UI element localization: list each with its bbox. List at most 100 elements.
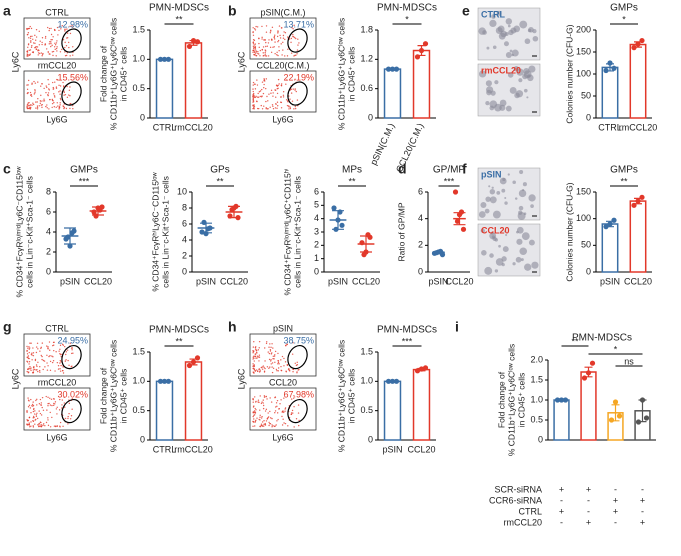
colony [509,49,513,53]
colony [478,70,487,78]
event-dot [276,405,278,408]
event-dot [48,88,50,90]
event-dot [258,354,261,356]
event-dot [263,420,265,422]
event-dot [290,413,292,416]
event-dot [273,358,275,360]
event-dot [272,367,275,370]
table-mark: + [559,484,564,494]
event-dot [254,43,257,45]
event-dot [59,370,62,372]
panel-letter: g [3,319,12,335]
event-dot [252,358,254,360]
bar [412,49,431,119]
event-dot [41,396,44,399]
event-dot [260,104,262,107]
image-label: rmCCL20 [481,65,521,75]
event-dot [32,410,35,413]
colony [489,100,498,109]
event-dot [260,417,263,419]
colony [532,28,537,34]
event-dot [271,104,274,106]
event-dot [252,41,254,44]
y-axis-label: Fold change of [98,45,108,102]
colony [489,19,497,28]
significance-label: * [405,14,409,24]
event-dot [257,356,260,358]
event-dot [277,367,280,369]
event-dot [252,367,255,369]
event-dot [255,50,257,52]
y-axis-label: cells in Lin⁻c-Kit⁺Sca-1⁻ cells [160,176,170,288]
gate [61,81,82,106]
event-dot [255,409,257,411]
event-dot [62,105,65,108]
event-dot [263,425,265,427]
event-dot [260,402,263,405]
event-dot [253,96,256,99]
event-dot [26,107,29,109]
y-tick-label: 1 [314,253,319,263]
event-dot [255,419,257,422]
event-dot [30,106,32,109]
event-dot [30,27,33,30]
event-dot [278,25,281,27]
event-dot [255,349,257,351]
event-dot [295,37,297,40]
x-tick-label: pSIN [382,444,402,454]
event-dot [63,106,66,109]
event-dot [268,424,270,427]
event-dot [257,92,259,95]
event-dot [252,51,254,54]
event-dot [35,107,37,109]
data-point [414,368,421,374]
significance-label: ns [624,356,634,366]
data-point [437,248,444,254]
colony [520,258,524,262]
event-dot [285,79,288,81]
event-dot [283,397,285,399]
colony [514,197,518,200]
event-dot [252,99,255,102]
colony [513,25,521,33]
y-axis-label: % CD34⁺FcγRʰⁱLy6C⁻CD115ˡᵒʷ [150,171,160,291]
data-point [631,202,637,208]
event-dot [267,412,269,414]
event-dot [30,94,32,96]
event-dot [32,51,35,53]
event-dot [260,366,263,369]
event-dot [41,83,43,85]
event-dot [258,347,260,349]
image-label: pSIN [481,169,502,179]
event-dot [255,95,257,98]
event-dot [26,28,28,31]
y-axis-label: % CD11b⁺Ly6G⁺Ly6Cˡᵒʷ cells [336,18,346,130]
event-dot [282,41,284,44]
x-tick-label: pSIN [196,276,216,286]
event-dot [276,412,279,414]
event-dot [29,35,32,38]
event-dot [32,408,35,411]
data-point [165,56,172,62]
panel-letter: a [3,3,11,19]
event-dot [29,365,31,368]
event-dot [269,410,271,413]
event-dot [263,366,265,369]
event-dot [42,409,45,412]
data-point [639,37,645,44]
event-dot [265,420,268,422]
event-dot [268,367,270,370]
event-dot [34,42,36,45]
event-dot [47,365,49,367]
event-dot [259,90,262,92]
y-tick-label: 0 [46,266,51,276]
chart-title: GMPs [610,165,638,176]
gate-percent: 15.56% [57,72,88,82]
event-dot [274,361,276,364]
event-dot [269,423,271,425]
event-dot [31,359,33,361]
event-dot [279,34,281,37]
event-dot [30,367,32,369]
colony [491,186,494,189]
event-dot [31,352,33,354]
